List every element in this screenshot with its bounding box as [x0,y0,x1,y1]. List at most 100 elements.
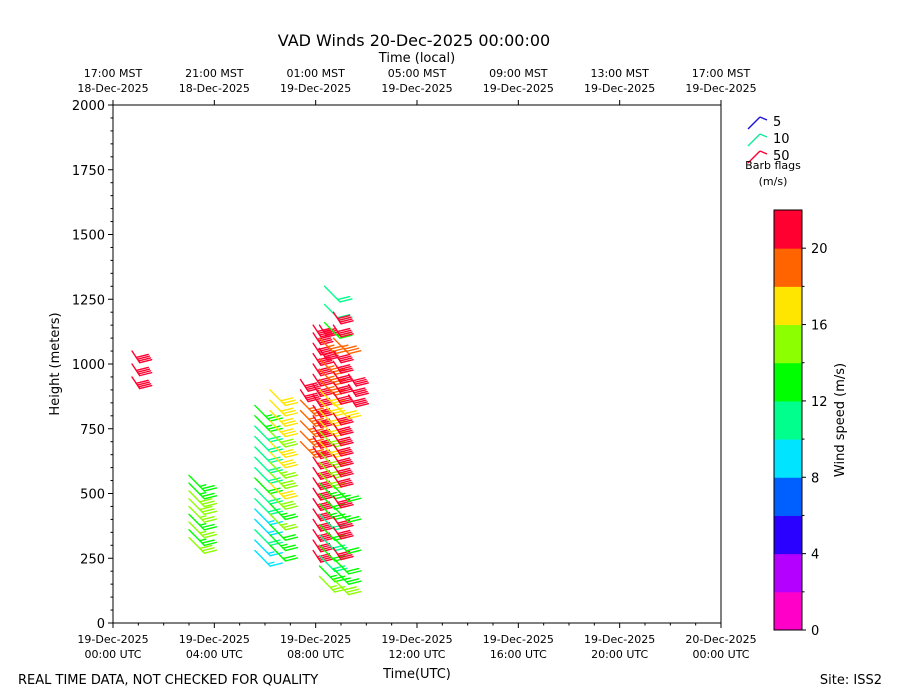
barb-feather [318,504,333,510]
barb-feather [282,430,296,435]
top-tick-label-time: 13:00 MST [590,67,649,80]
barb-feather [312,409,327,415]
barb-feather [284,557,299,562]
barb-feather [137,370,152,375]
top-tick-label-date: 19-Dec-2025 [280,82,351,95]
wind-barb [269,461,299,479]
barb-half-feather [264,414,273,418]
barb-feather [280,438,294,443]
barb-half-feather [327,375,335,379]
barb-feather [320,382,334,387]
barb-feather [340,462,354,467]
barb-feather [343,586,357,591]
wind-barb [254,549,283,567]
barb-feather [267,415,281,420]
barb-feather [340,369,354,374]
colorbar-segment [774,248,802,287]
barb-feather [280,428,294,433]
wind-barb [318,503,348,521]
wind-barb [332,371,354,385]
quality-disclaimer: REAL TIME DATA, NOT CHECKED FOR QUALITY [18,673,319,688]
barb-feather [136,368,151,373]
barb-feather [267,466,281,472]
wind-barb [318,534,348,552]
barb-feather [282,399,296,404]
barb-feather [284,505,299,510]
barb-feather [318,556,333,562]
barb-feather [320,558,334,563]
barb-feather [317,389,332,394]
barb-feather [353,389,367,394]
barb-feather [320,434,334,439]
barb-feather [136,381,151,386]
x-axis-label: Time(UTC) [382,667,451,682]
wind-barb [269,472,299,490]
wind-barb [323,285,353,303]
barb-feather [318,494,333,499]
barb-feather [280,490,294,495]
wind-barb [312,332,334,346]
wind-barb [332,567,362,585]
colorbar-segment [774,324,802,364]
legend-barb-glyph [747,116,768,130]
legend-barb-label: 5 [773,115,781,130]
top-tick-label-date: 19-Dec-2025 [584,82,655,95]
barb-feather [280,480,294,485]
barb-feather [320,361,334,366]
barb-feather [267,487,281,492]
colorbar-segment [774,210,802,249]
barb-feather [340,379,354,385]
barb-feather [269,469,283,474]
top-tick-label-time: 01:00 MST [286,67,345,80]
barb-feather [203,533,218,539]
barb-feather [339,334,353,339]
wind-barb [188,490,218,508]
barb-feather [338,316,352,322]
wind-barb [332,536,362,554]
wind-barb [131,376,153,390]
barb-feather [329,345,343,350]
barb-half-feather [280,471,288,475]
barb-feather [318,359,333,365]
barb-feather [339,450,353,455]
barb-feather [306,385,320,391]
top-tick-label-date: 18-Dec-2025 [77,82,148,95]
barb-feather [282,471,296,477]
barb-feather [280,448,294,454]
barb-feather [348,497,362,503]
wind-barb [318,575,348,593]
barb-feather [339,471,353,476]
barb-feather [318,401,333,406]
top-tick-label-time: 05:00 MST [388,67,447,80]
barb-half-feather [327,365,335,369]
barb-legend: 5 10 50 [747,115,790,164]
wind-barb [347,373,369,387]
barb-feather [284,515,299,521]
barb-feather [345,412,360,417]
barb-half-feather [280,522,288,526]
wind-barb [332,474,354,488]
colorbar-label: Wind speed (m/s) [833,363,848,477]
barb-feather [340,535,354,540]
barb-feather [317,544,332,549]
barb-feather [340,555,354,561]
wind-barb [312,404,334,418]
barb-feather [284,443,299,448]
barb-feather [284,432,299,438]
barb-half-feather [327,385,335,389]
barb-feather [331,513,346,518]
colorbar-tick-label: 8 [811,471,819,486]
barb-feather [318,421,333,427]
barb-feather [331,585,346,591]
barb-feather [138,384,153,390]
barb-feather [310,407,324,412]
x-tick-label-time: 00:00 UTC [692,648,749,661]
barb-feather [282,482,296,487]
wind-barb [332,381,354,395]
colorbar-tick-label: 16 [811,319,828,334]
barb-feather [336,426,351,431]
barb-feather [199,505,213,511]
barb-feather [305,383,319,389]
wind-barb [188,536,218,554]
barb-feather [267,508,281,513]
